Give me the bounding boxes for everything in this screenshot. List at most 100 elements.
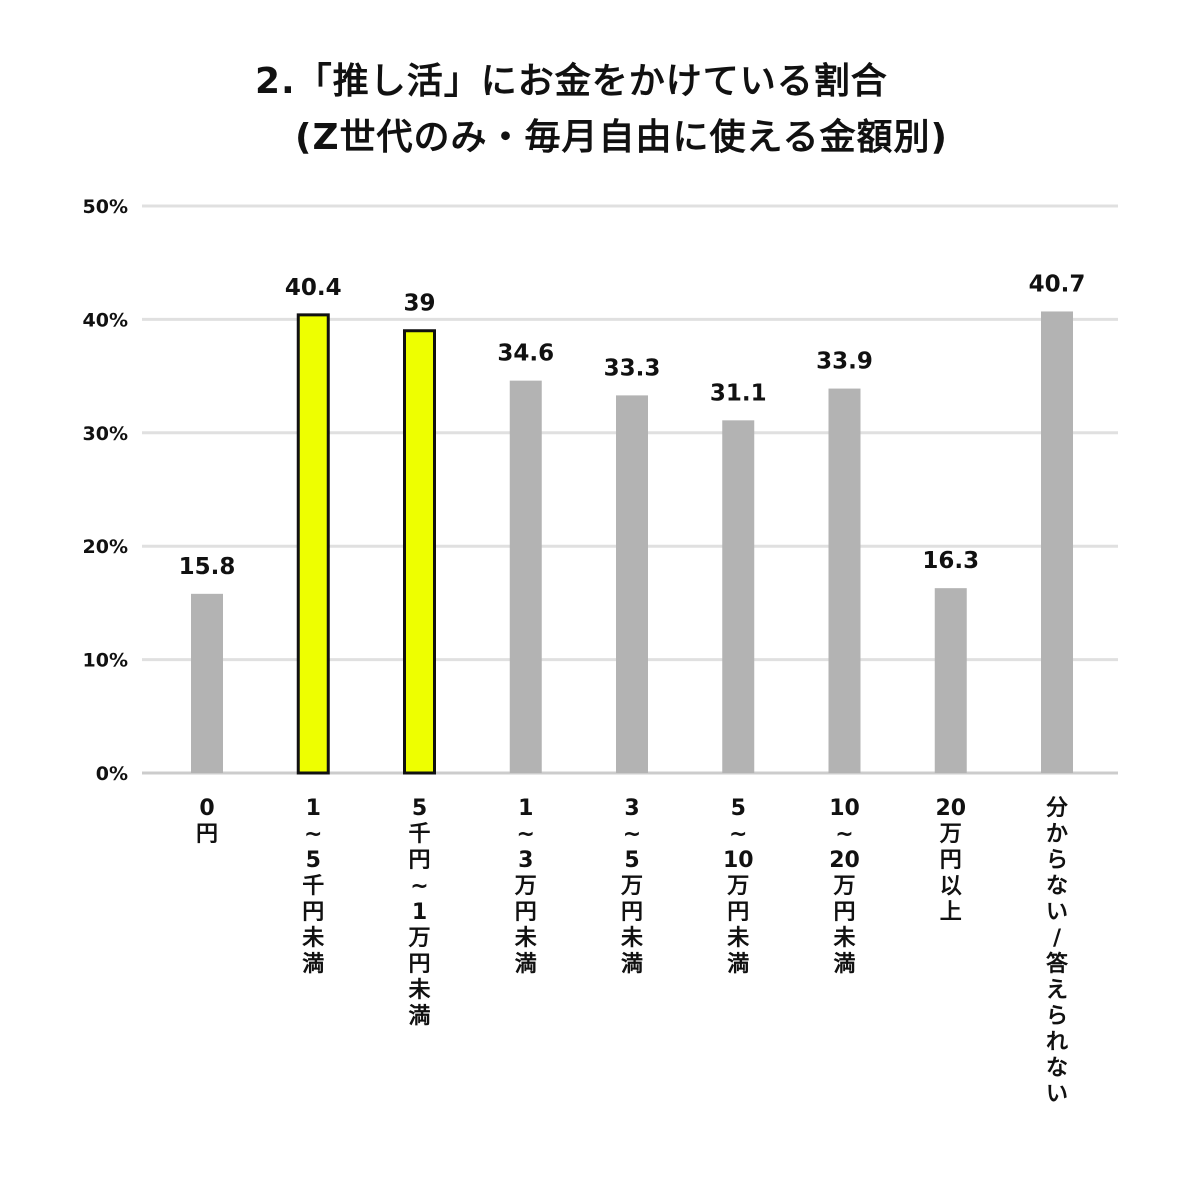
category-label-char: 未 (727, 926, 749, 951)
category-label-char: 円 (833, 900, 855, 925)
category-label-char: 10 (829, 796, 860, 821)
category-label-char: 万 (832, 874, 855, 899)
category-label-char: 分 (1046, 796, 1068, 821)
category-label-char: 円 (940, 848, 962, 873)
category-label-char: 円 (302, 900, 324, 925)
category-label-char: ~ (729, 822, 747, 847)
y-tick-label: 50% (83, 196, 128, 218)
category-label-char: ~ (410, 874, 428, 899)
category-label-char: 10 (723, 848, 754, 873)
category-label-char: / (1053, 926, 1062, 951)
category-label-char: 未 (302, 926, 324, 951)
category-label-char: 満 (515, 951, 537, 977)
category-label-char: 5 (412, 796, 427, 821)
category-label-char: 5 (731, 796, 746, 821)
category-label-char: 円 (727, 900, 749, 925)
category-label-char: 円 (408, 848, 430, 873)
category-label-char: 満 (302, 951, 324, 977)
category-label-char: 20 (935, 796, 966, 821)
category-label-char: ~ (835, 822, 853, 847)
bar-value-label: 16.3 (922, 548, 979, 574)
category-label-char: 1 (306, 796, 321, 821)
category-label-char: 1 (412, 900, 427, 925)
category-label-char: 未 (515, 926, 537, 951)
category-label-char: 答 (1046, 951, 1069, 977)
category-label-char: 千 (302, 874, 324, 899)
category-label-char: 20 (829, 848, 860, 873)
category-label-char: れ (1046, 1030, 1068, 1055)
chart-title-line-1: 2.「推し活」にお金をかけている割合 (255, 61, 888, 102)
bar-value-label: 39 (403, 291, 435, 317)
bar (722, 420, 755, 773)
bar (934, 588, 967, 773)
category-label-char: 満 (727, 951, 749, 977)
category-label-char: ら (1046, 1004, 1068, 1029)
category-label-char: 万 (620, 874, 643, 899)
category-label-char: ら (1046, 848, 1068, 873)
data-labels: 15.8 40.4 39 34.6 33.3 31.1 33.9 16.3 40.7 (179, 271, 1086, 579)
bars (191, 311, 1073, 775)
category-label-char: 5 (624, 848, 639, 873)
y-tick-label: 40% (83, 309, 128, 331)
bar-value-label: 33.3 (604, 355, 661, 381)
bar-highlighted (296, 313, 330, 775)
y-axis-tick-labels: 0% 10% 20% 30% 40% 50% (83, 196, 128, 785)
y-tick-label: 0% (96, 763, 128, 785)
bar (1041, 311, 1073, 773)
category-label-char: ~ (517, 822, 535, 847)
bar-value-label: 31.1 (710, 380, 767, 406)
category-label-char: い (1046, 900, 1068, 925)
category-label-char: 3 (518, 848, 533, 873)
category-label-char: 万 (726, 874, 749, 899)
bar-highlighted (403, 329, 436, 775)
category-label-char: 円 (408, 952, 430, 977)
bar-value-label: 34.6 (497, 341, 554, 367)
category-label-char: 以 (940, 874, 962, 899)
bar-value-label: 33.9 (816, 349, 873, 375)
bar (191, 593, 223, 773)
category-label-char: 0 (199, 796, 214, 821)
category-label-char: か (1046, 822, 1068, 847)
y-tick-label: 10% (83, 650, 128, 672)
bar-value-label: 40.7 (1029, 271, 1086, 297)
category-label-char: 万 (939, 822, 962, 847)
category-label-char: 円 (621, 900, 643, 925)
bar-value-label: 15.8 (179, 554, 236, 580)
category-label-char: 未 (408, 978, 430, 1003)
category-label-char: 万 (407, 926, 430, 951)
category-label-char: ~ (623, 822, 641, 847)
category-label-char: い (1046, 1082, 1068, 1107)
y-tick-label: 20% (83, 536, 128, 558)
category-label-char: 円 (515, 900, 537, 925)
x-axis-category-labels: 0円1~5千円未満5千円~1万円未満1~3万円未満3~5万円未満5~10万円未満… (196, 796, 1069, 1107)
category-label-char: 万 (514, 874, 537, 899)
category-label-char: 未 (621, 926, 643, 951)
category-label-char: 3 (624, 796, 639, 821)
category-label-char: 1 (518, 796, 533, 821)
y-tick-label: 30% (83, 423, 128, 445)
category-label-char: 円 (196, 822, 218, 847)
category-label-char: 満 (621, 951, 643, 977)
category-label: 0円 (196, 796, 218, 847)
bar (828, 388, 861, 773)
bar (509, 380, 542, 773)
chart-title-line-2: (Z世代のみ・毎月自由に使える金額別) (295, 117, 948, 158)
category-label-char: 上 (940, 900, 962, 925)
category-label-char: 千 (408, 822, 430, 847)
bar (616, 395, 648, 773)
category-label-char: 5 (306, 848, 321, 873)
category-label-char: な (1046, 1056, 1068, 1081)
category-label-char: ~ (304, 822, 322, 847)
category-label-char: 満 (833, 951, 855, 977)
category-label-char: 満 (408, 1003, 430, 1029)
category-label-char: な (1046, 874, 1068, 899)
